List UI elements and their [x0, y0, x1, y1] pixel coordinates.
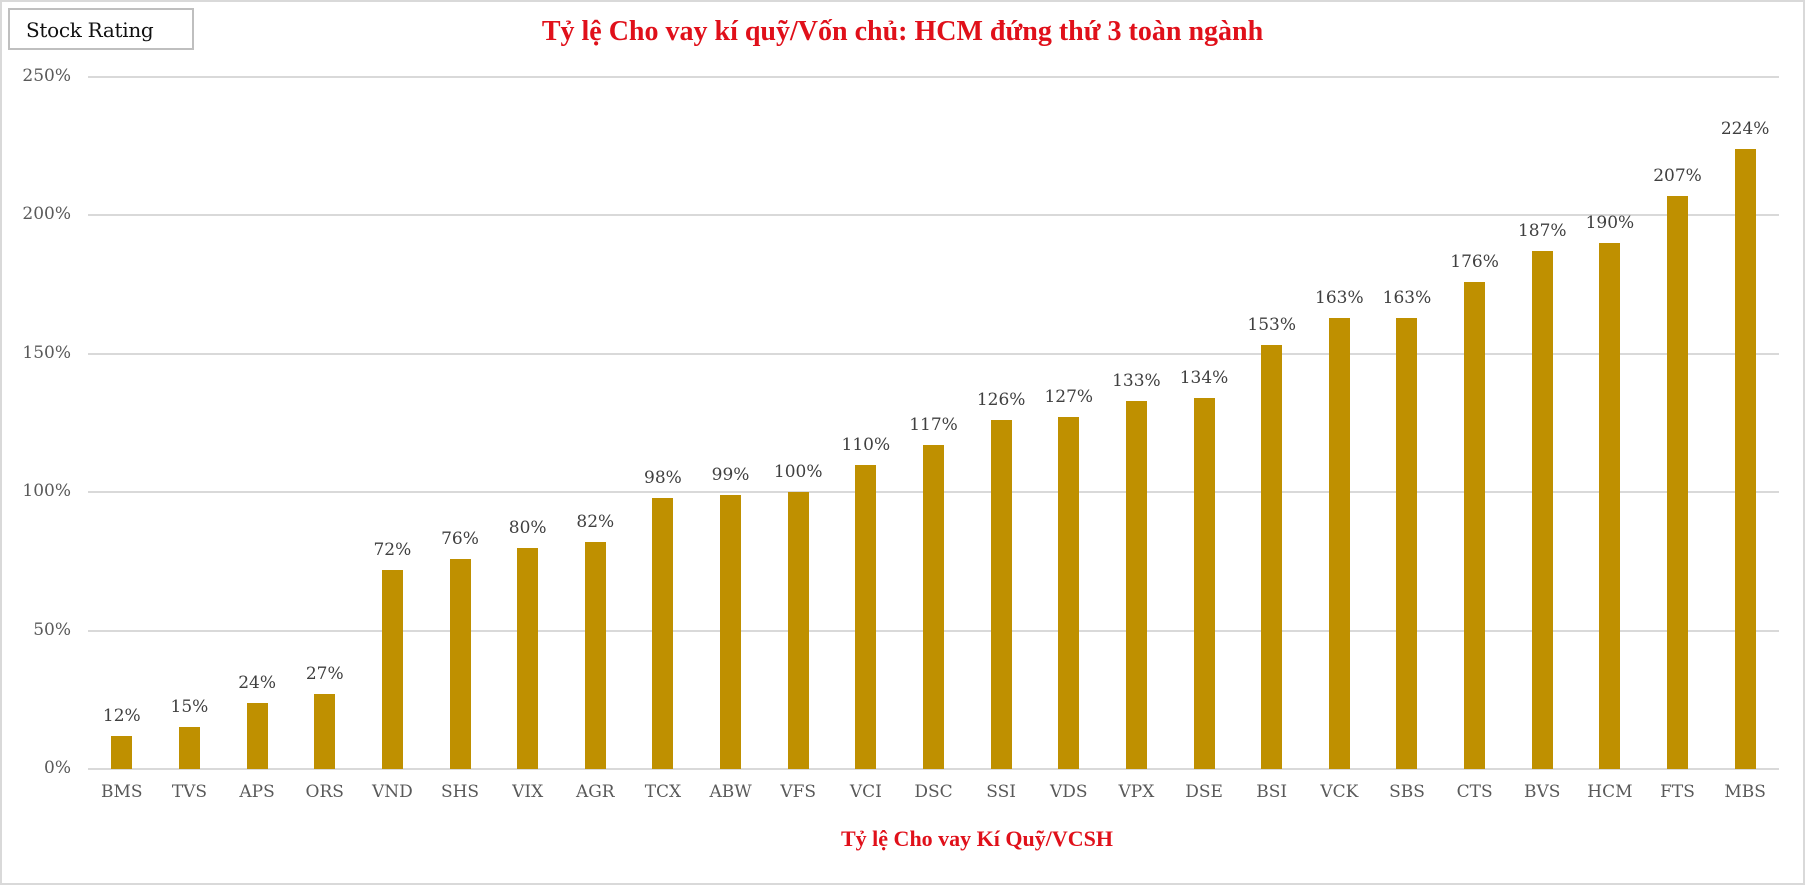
- data-label: 27%: [305, 664, 344, 685]
- gridline: [88, 76, 1779, 78]
- data-label: 153%: [1247, 315, 1296, 336]
- x-axis-title: Tỷ lệ Cho vay Kí Quỹ/VCSH: [841, 826, 1113, 851]
- y-tick-label: 150%: [22, 342, 71, 363]
- data-label: 110%: [841, 434, 891, 455]
- x-tick-label: BSI: [1256, 782, 1288, 802]
- x-tick-label: HCM: [1587, 782, 1633, 802]
- bar-bsi: [1261, 345, 1283, 769]
- bar-abw: [720, 494, 742, 769]
- bar-tcx: [652, 497, 674, 769]
- y-tick-label: 250%: [22, 66, 71, 86]
- bar-vnd: [381, 569, 403, 769]
- data-label: 15%: [170, 697, 209, 718]
- bar-mbs: [1734, 148, 1756, 769]
- bar-bvs: [1531, 251, 1553, 769]
- data-label: 72%: [373, 539, 412, 560]
- x-tick-label: CTS: [1456, 782, 1493, 802]
- x-tick-label: ABW: [709, 782, 752, 802]
- data-label: 176%: [1450, 251, 1499, 272]
- x-tick-label: APS: [239, 782, 275, 802]
- bar-vds: [1058, 417, 1080, 769]
- data-label: 126%: [976, 390, 1026, 411]
- chart-title: Tỷ lệ Cho vay kí quỹ/Vốn chủ: HCM đứng t…: [541, 16, 1264, 47]
- x-tick-label: VPX: [1118, 782, 1155, 802]
- data-label: 117%: [909, 415, 958, 436]
- bar-fts: [1667, 196, 1689, 769]
- bar-bms: [111, 735, 133, 769]
- bar-vfs: [787, 492, 809, 769]
- bar-sbs: [1396, 317, 1418, 769]
- y-tick-label: 0%: [44, 758, 71, 778]
- data-label: 76%: [441, 528, 479, 549]
- data-label: 207%: [1653, 166, 1702, 187]
- bar-ors: [314, 694, 336, 769]
- y-tick-label: 100%: [22, 481, 71, 502]
- data-label: 163%: [1315, 287, 1364, 308]
- x-tick-label: ORS: [305, 782, 344, 802]
- x-tick-label: AGR: [575, 782, 615, 802]
- data-label: 127%: [1044, 387, 1094, 408]
- bar-vpx: [1125, 400, 1147, 769]
- y-tick-label: 50%: [33, 619, 71, 640]
- data-label: 82%: [576, 512, 615, 533]
- x-tick-label: BMS: [101, 782, 143, 802]
- data-label: 80%: [508, 517, 547, 538]
- bar-ssi: [990, 420, 1012, 769]
- bar-cts: [1464, 281, 1486, 769]
- x-tick-label: VND: [371, 782, 413, 802]
- x-tick-label: VDS: [1049, 782, 1088, 802]
- stock-rating-label: Stock Rating: [26, 18, 154, 42]
- data-label: 190%: [1585, 213, 1635, 234]
- x-tick-label: DSC: [914, 782, 953, 802]
- data-label: 187%: [1517, 221, 1567, 242]
- x-tick-label: VCI: [849, 782, 882, 802]
- x-tick-label: VCK: [1320, 782, 1359, 802]
- x-tick-label: TCX: [644, 782, 682, 802]
- x-tick-label: MBS: [1724, 782, 1766, 802]
- x-axis-line: [88, 768, 1779, 770]
- x-tick-label: SHS: [440, 782, 480, 802]
- data-label: 133%: [1112, 370, 1161, 391]
- bar-tvs: [178, 727, 200, 769]
- data-label: 98%: [644, 467, 682, 488]
- bar-agr: [584, 542, 606, 769]
- gridline: [88, 214, 1779, 217]
- bar-vck: [1328, 317, 1350, 769]
- x-tick-label: SSI: [986, 782, 1016, 802]
- data-label: 163%: [1382, 287, 1432, 308]
- x-tick-label: FTS: [1660, 782, 1695, 802]
- bar-vci: [855, 464, 877, 769]
- data-label: 100%: [773, 462, 823, 483]
- data-label: 134%: [1179, 368, 1229, 389]
- y-tick-label: 200%: [22, 204, 71, 225]
- bar-aps: [246, 702, 268, 769]
- gridline: [88, 352, 1779, 355]
- data-label: 224%: [1720, 118, 1770, 139]
- x-tick-label: SBS: [1389, 782, 1425, 802]
- x-tick-label: VFS: [780, 782, 817, 802]
- data-label: 12%: [102, 705, 141, 726]
- bar-shs: [449, 558, 471, 769]
- x-tick-label: VIX: [512, 782, 544, 802]
- stock-rating-badge: Stock Rating: [8, 8, 194, 50]
- x-tick-label: BVS: [1524, 782, 1561, 802]
- bar-dsc: [923, 445, 944, 769]
- bar-vix: [517, 547, 539, 769]
- bar-hcm: [1599, 243, 1621, 769]
- data-label: 24%: [238, 672, 276, 693]
- x-tick-label: DSE: [1185, 782, 1223, 802]
- bar-dse: [1193, 398, 1215, 769]
- data-label: 99%: [711, 464, 750, 485]
- x-tick-label: TVS: [171, 782, 208, 802]
